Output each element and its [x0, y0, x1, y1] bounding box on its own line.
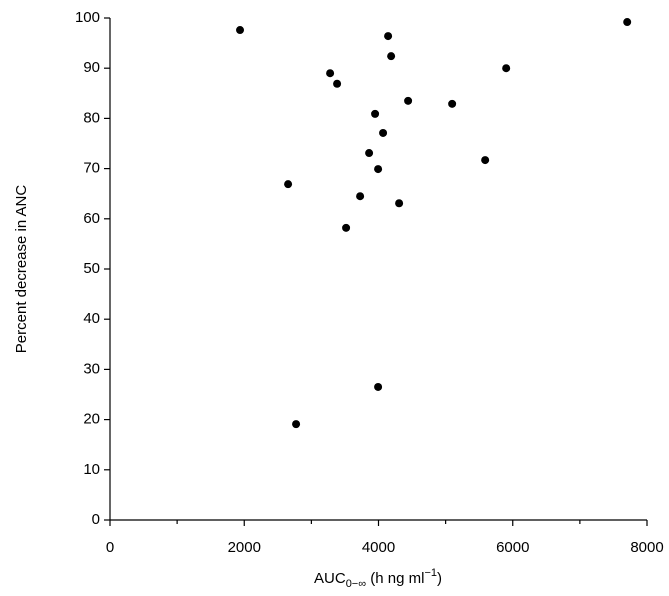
point	[371, 109, 380, 118]
y-tick-label: 50	[83, 260, 100, 277]
x-title-sup: −1	[424, 567, 437, 579]
point	[395, 199, 404, 208]
y-tick-label: 60	[83, 210, 100, 227]
point	[236, 26, 245, 35]
y-tick-label: 80	[83, 109, 100, 126]
x-title-mid: (h ng ml	[366, 570, 424, 587]
point	[374, 165, 383, 174]
point	[365, 149, 374, 158]
y-tick-label: 40	[83, 310, 100, 327]
point	[342, 223, 351, 232]
y-axis-title: Percent decrease in ANC	[13, 185, 30, 354]
x-tick-label: 2000	[228, 539, 261, 556]
y-tick-label: 10	[83, 461, 100, 478]
point	[284, 180, 293, 189]
point	[292, 420, 301, 429]
x-tick-label: 6000	[496, 539, 529, 556]
y-tick-label: 20	[83, 411, 100, 428]
point	[502, 64, 511, 73]
y-tick-label: 70	[83, 160, 100, 177]
point	[374, 382, 383, 391]
x-title-end: )	[437, 570, 442, 587]
point	[356, 192, 365, 201]
y-tick-label: 100	[75, 9, 100, 26]
point	[387, 52, 396, 61]
x-title-sub: 0−∞	[346, 578, 366, 590]
x-tick-label: 4000	[362, 539, 395, 556]
x-tick-label: 0	[106, 539, 114, 556]
point	[326, 69, 335, 78]
point	[379, 128, 388, 137]
point	[623, 18, 632, 27]
y-tick-label: 30	[83, 360, 100, 377]
y-tick-label: 90	[83, 59, 100, 76]
x-title-main: AUC	[314, 570, 346, 587]
x-axis-title: AUC0−∞ (h ng ml−1)	[314, 567, 442, 590]
y-tick-label: 0	[92, 511, 100, 528]
point	[481, 156, 490, 165]
point	[404, 96, 413, 105]
point	[384, 32, 393, 41]
point	[448, 99, 457, 108]
point	[333, 79, 342, 88]
x-tick-label: 8000	[630, 539, 663, 556]
